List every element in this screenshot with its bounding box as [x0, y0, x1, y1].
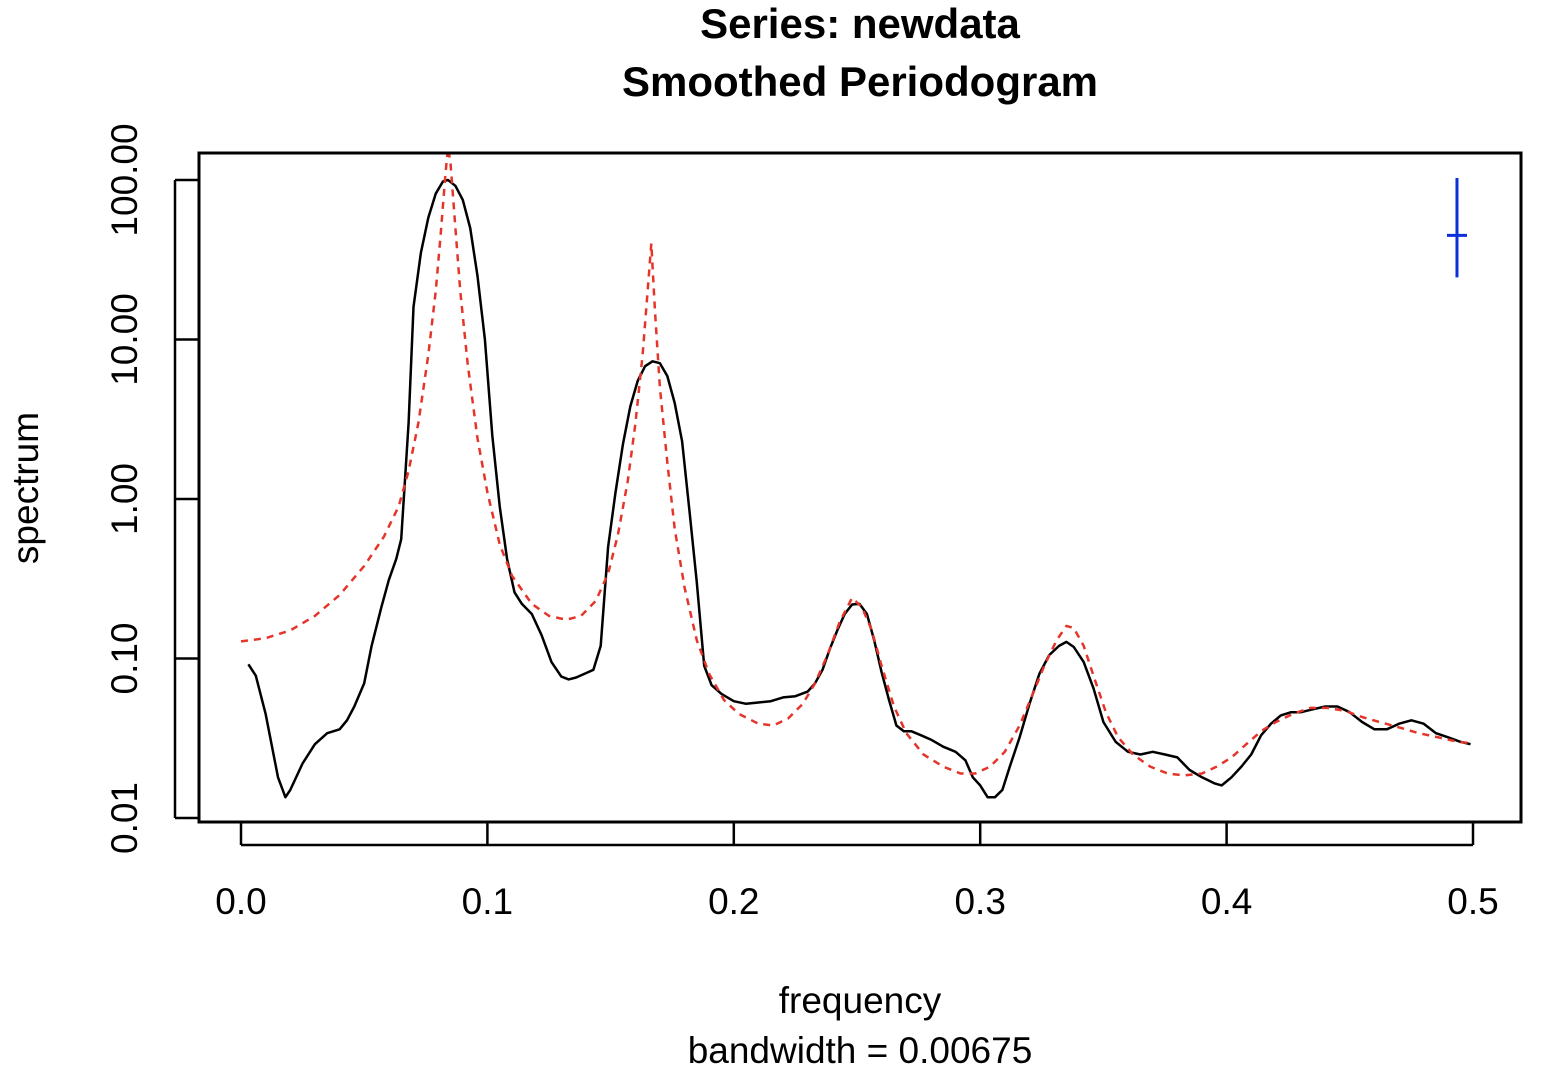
series-line-solid [247, 178, 1471, 799]
x-tick-label: 0.3 [954, 881, 1005, 922]
y-tick-label: 0.10 [104, 622, 145, 694]
bandwidth-label: bandwidth = 0.00675 [687, 1030, 1033, 1071]
y-axis-label: spectrum [5, 411, 46, 565]
y-tick-label: 1.00 [104, 463, 145, 535]
y-axis: 0.01 0.10 1.00 10.00 100.00 [104, 123, 198, 854]
y-tick-label: 100.00 [104, 123, 145, 236]
x-tick-label: 0.5 [1447, 881, 1498, 922]
chart-subtitle: Smoothed Periodogram [621, 58, 1099, 105]
x-axis: 0.0 0.1 0.2 0.3 0.4 0.5 [215, 823, 1499, 922]
x-axis-label: frequency [778, 980, 942, 1021]
x-tick-label: 0.2 [708, 881, 759, 922]
y-tick-label: 10.00 [104, 293, 145, 386]
x-tick-label: 0.1 [462, 881, 513, 922]
series-layer [240, 153, 1471, 799]
x-tick-label: 0.4 [1201, 881, 1252, 922]
confidence-bar [1446, 177, 1467, 278]
plot-frame [197, 151, 1523, 824]
y-tick-label: 0.01 [104, 782, 145, 854]
chart-title: Series: newdata [700, 0, 1020, 47]
series-line-dashed [240, 153, 1471, 777]
x-tick-label: 0.0 [215, 881, 266, 922]
